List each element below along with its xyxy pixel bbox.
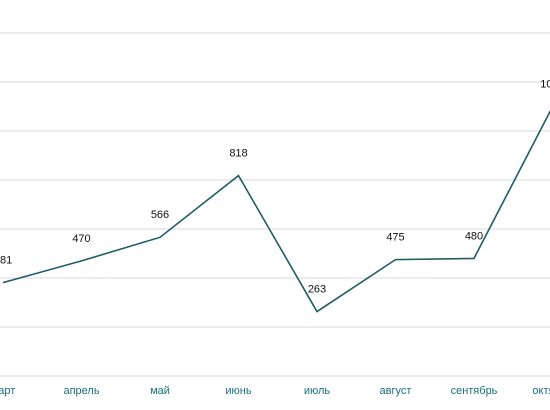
x-tick-label: апрель bbox=[63, 385, 99, 397]
x-tick-label: июль bbox=[304, 385, 331, 397]
data-label: 470 bbox=[72, 233, 90, 245]
x-tick-label: октябрь bbox=[532, 385, 550, 397]
x-tick-label: сентябрь bbox=[451, 385, 498, 397]
x-tick-label: август bbox=[380, 385, 412, 397]
data-label: 381 bbox=[0, 255, 12, 267]
x-tick-label: июнь bbox=[225, 385, 251, 397]
data-label: 1099 bbox=[540, 79, 550, 91]
x-tick-label: май bbox=[150, 385, 170, 397]
data-label: 475 bbox=[386, 232, 404, 244]
data-label: 480 bbox=[465, 230, 483, 242]
data-label: 263 bbox=[308, 283, 326, 295]
data-line bbox=[2, 109, 550, 313]
data-label: 566 bbox=[151, 209, 169, 221]
x-tick-label: март bbox=[0, 385, 15, 397]
data-label: 818 bbox=[229, 147, 247, 159]
